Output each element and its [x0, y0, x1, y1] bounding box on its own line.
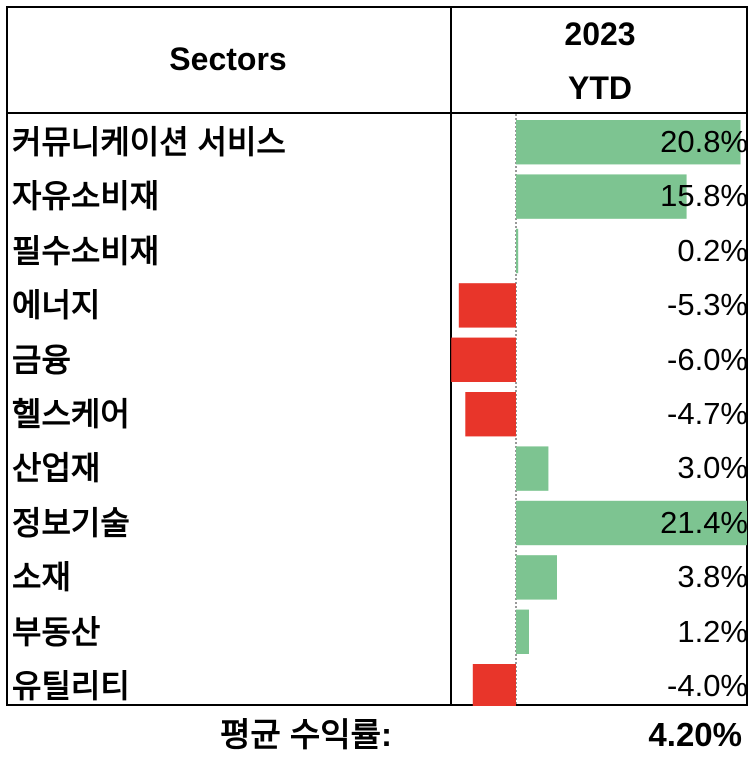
bar-7: [516, 500, 747, 546]
sector-label-0: 커뮤니케이션 서비스: [12, 124, 286, 160]
bar-4: [451, 337, 516, 382]
value-label-2: 0.2%: [677, 232, 748, 268]
sector-label-1: 자유소비재: [12, 178, 160, 215]
sector-label-3: 에너지: [12, 287, 101, 324]
period-label: YTD: [568, 70, 632, 106]
sectors-header: Sectors: [169, 40, 287, 77]
value-label-5: -4.7%: [667, 396, 748, 431]
bar-10: [472, 664, 516, 706]
sector-label-6: 산업재: [12, 450, 101, 487]
table-border: [6, 6, 748, 706]
sector-label-4: 금융: [12, 341, 71, 378]
bar-6: [516, 446, 549, 491]
sector-label-2: 필수소비재: [12, 232, 160, 269]
value-label-4: -6.0%: [667, 341, 748, 377]
bar-9: [516, 609, 529, 654]
value-label-7: 21.4%: [660, 504, 748, 540]
bar-5: [465, 392, 516, 437]
sector-label-10: 유틸리티: [12, 668, 130, 704]
sector-label-8: 소재: [12, 559, 71, 596]
value-label-3: -5.3%: [667, 287, 748, 323]
sector-label-7: 정보기술: [12, 504, 130, 541]
average-return-value: 4.20%: [648, 716, 742, 753]
year-label: 2023: [564, 16, 636, 52]
bar-8: [516, 555, 557, 600]
average-return-label: 평균 수익률:: [220, 716, 392, 753]
sector-label-5: 헬스케어: [12, 396, 130, 432]
bar-2: [516, 228, 519, 274]
bar-0: [516, 120, 741, 165]
value-label-0: 20.8%: [660, 124, 748, 159]
value-label-6: 3.0%: [677, 450, 748, 486]
value-label-9: 1.2%: [677, 613, 748, 649]
value-label-1: 15.8%: [660, 178, 748, 214]
sector-returns-table: [6, 6, 748, 706]
sector-label-9: 부동산: [12, 613, 101, 650]
bar-1: [516, 174, 687, 219]
bar-3: [458, 283, 516, 328]
bars-group: [451, 120, 747, 706]
value-label-10: -4.0%: [667, 668, 748, 703]
period-header: 2023 YTD: [452, 6, 748, 112]
value-label-8: 3.8%: [677, 559, 748, 595]
